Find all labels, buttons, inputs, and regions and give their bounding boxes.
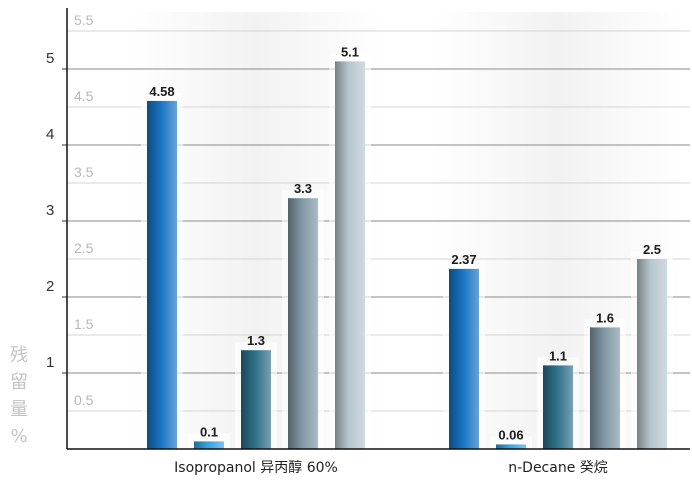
data-label: 0.1 [200, 424, 218, 439]
x-axis-ticks: Isopropanol 异丙醇 60% n-Decane 癸烷 [174, 459, 608, 476]
data-labels: 4.58 0.1 1.3 3.3 5.1 2.37 0.06 1.1 1.6 2.5 [149, 44, 661, 442]
axes [66, 8, 690, 450]
y-tick-label-minor: 1.5 [74, 316, 94, 332]
y-tick-label-minor: 5.5 [74, 12, 94, 28]
bar [496, 444, 526, 449]
bar [147, 100, 177, 450]
y-axis-label-char: % [10, 426, 27, 447]
data-label: 2.5 [643, 242, 661, 257]
y-tick-label: 3 [46, 202, 54, 219]
y-tick-label: 5 [46, 50, 54, 67]
y-tick-label-minor: 2.5 [74, 240, 94, 256]
bar [241, 350, 271, 449]
y-tick-label: 1 [46, 354, 54, 371]
y-tick-label: 4 [46, 126, 54, 143]
bar [288, 198, 318, 449]
x-tick-label: Isopropanol 异丙醇 60% [174, 459, 338, 476]
y-tick-label: 2 [46, 278, 54, 295]
y-axis-label-char: 留 [10, 372, 28, 393]
y-axis-label-char: 量 [10, 399, 28, 420]
data-label: 3.3 [294, 181, 312, 196]
y-axis-label-char: 残 [10, 345, 28, 366]
bar [590, 327, 620, 449]
bars [141, 53, 673, 450]
x-tick-label: n-Decane 癸烷 [508, 460, 608, 476]
bar [335, 61, 365, 450]
y-axis-label: 残留量% [10, 345, 28, 447]
bar [194, 441, 224, 449]
data-label: 1.1 [549, 348, 567, 363]
y-tick-label-minor: 3.5 [74, 164, 94, 180]
data-label: 2.37 [451, 252, 476, 267]
y-tick-label-minor: 4.5 [74, 88, 94, 104]
data-label: 5.1 [341, 44, 359, 59]
bar [449, 268, 479, 449]
bar [637, 259, 667, 449]
data-label: 1.6 [596, 310, 614, 325]
bar [543, 365, 573, 449]
y-tick-label-minor: 0.5 [74, 392, 94, 408]
data-label: 4.58 [149, 84, 174, 99]
data-label: 1.3 [247, 333, 265, 348]
y-axis-ticks: 1 2 3 4 5 0.5 1.5 2.5 3.5 4.5 5.5 [46, 12, 94, 408]
data-label: 0.06 [498, 427, 523, 442]
